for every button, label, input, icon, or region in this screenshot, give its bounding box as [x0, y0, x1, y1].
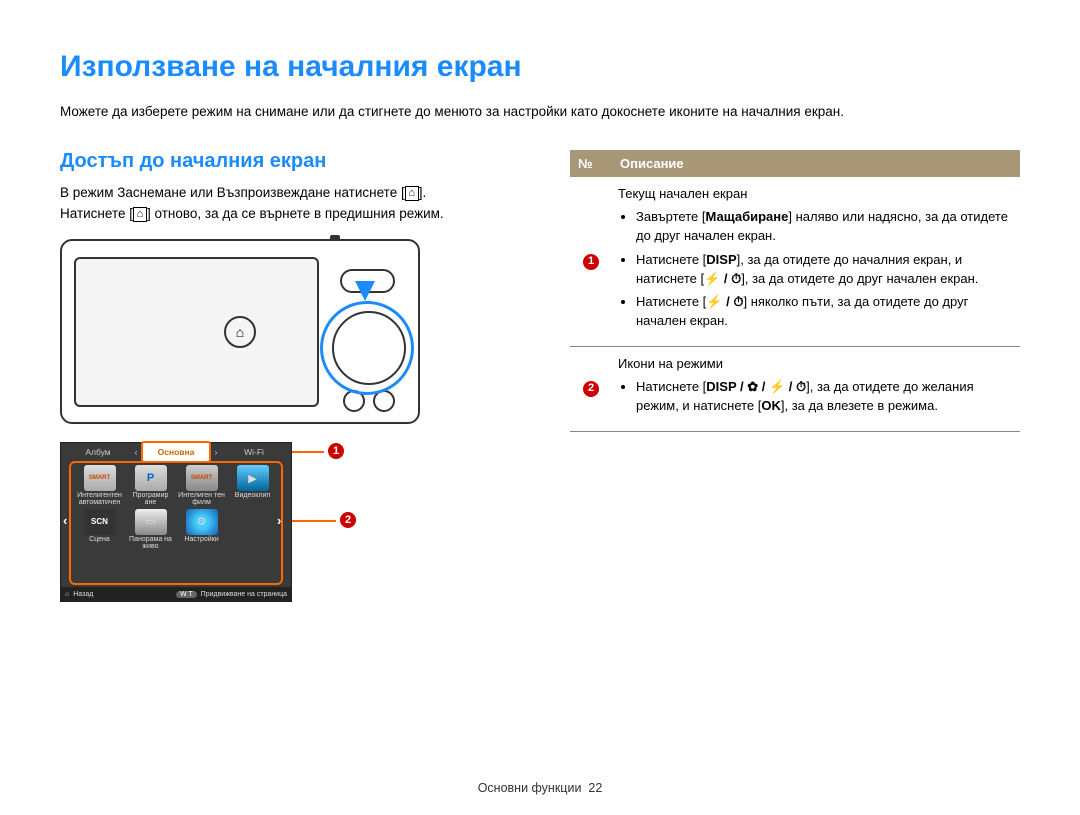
list-item: Натиснете [DISP], за да отидете до начал… — [636, 251, 1014, 289]
key-icons: ⚡ / ⏱ — [704, 271, 741, 286]
mode-panorama: ▭Панорама на живо — [126, 509, 175, 551]
mini-tabs: Албум ‹ Основна › Wi-Fi — [61, 443, 291, 461]
mode-scene: SCNСцена — [75, 509, 124, 551]
text: ], за да отидете до друг начален екран. — [741, 271, 978, 286]
callout-line — [292, 451, 324, 453]
table-row: 2 Икони на режими Натиснете [DISP / ✿ / … — [570, 347, 1020, 432]
highlight-circle — [320, 301, 414, 395]
callout-line — [292, 520, 336, 522]
footer-scroll-label: Придвижване на страница — [201, 591, 287, 598]
key-ok: OK — [761, 398, 781, 413]
list-item: Завъртете [Мащабиране] наляво или надясн… — [636, 208, 1014, 246]
text: Завъртете [ — [636, 209, 706, 224]
nav-right-icon: › — [277, 513, 289, 528]
page-title: Използване на началния екран — [60, 50, 1020, 84]
tab-wifi: Wi-Fi — [221, 443, 287, 461]
key-disp-combo: DISP / ✿ / ⚡ / ⏱ — [706, 379, 806, 394]
description-table: № Описание 1 Текущ начален екран Завърте… — [570, 150, 1020, 431]
panorama-icon: ▭ — [135, 509, 167, 535]
table-row: 1 Текущ начален екран Завъртете [Мащабир… — [570, 177, 1020, 346]
body-l2b: ] отново, за да се върнете в предишния р… — [147, 206, 444, 221]
section-title: Достъп до началния екран — [60, 150, 530, 173]
callout-marker-1: 1 — [328, 443, 344, 459]
home-icon: ⌂ — [405, 186, 419, 201]
body-l1a: В режим Заснемане или Възпроизвеждане на… — [60, 185, 405, 200]
mode-program: PПрограмир ане — [126, 465, 175, 507]
page-footer: Основни функции 22 — [0, 781, 1080, 795]
zoom-badge: W T — [176, 591, 197, 598]
camera-icon: SMART — [84, 465, 116, 491]
key-zoom: Мащабиране — [706, 209, 789, 224]
camera-illustration: ⌂ — [60, 239, 420, 424]
row-title: Икони на режими — [618, 356, 723, 371]
home-icon: ⌂ — [65, 591, 69, 598]
gear-icon: ⚙ — [186, 509, 218, 535]
text: Натиснете [ — [636, 252, 706, 267]
row-title: Текущ начален екран — [618, 186, 747, 201]
content-columns: Достъп до началния екран В режим Заснема… — [60, 150, 1020, 602]
list-item: Натиснете [DISP / ✿ / ⚡ / ⏱], за да отид… — [636, 378, 1014, 416]
mode-label: Сцена — [75, 536, 124, 550]
left-column: Достъп до началния екран В режим Заснема… — [60, 150, 530, 602]
mode-video: ▶Видеоклип — [228, 465, 277, 507]
row-desc-cell: Текущ начален екран Завъртете [Мащабиран… — [612, 177, 1020, 346]
footer-page-number: 22 — [588, 781, 602, 795]
camera-icon: P — [135, 465, 167, 491]
marker-2: 2 — [583, 381, 599, 397]
down-arrow-icon — [355, 281, 375, 301]
home-icon: ⌂ — [133, 207, 147, 222]
footer-section: Основни функции — [478, 781, 582, 795]
tab-album: Албум — [65, 443, 131, 461]
body-l1b: ]. — [419, 185, 427, 200]
mode-label: Панорама на живо — [126, 536, 175, 551]
row-desc-cell: Икони на режими Натиснете [DISP / ✿ / ⚡ … — [612, 347, 1020, 432]
mode-grid: SMARTИнтелигентен автоматичен PПрограмир… — [61, 461, 291, 552]
mode-label: Видеоклип — [228, 492, 277, 506]
text: Натиснете [ — [636, 379, 706, 394]
film-icon: SMART — [186, 465, 218, 491]
mode-label: Интелиген тен филм — [177, 492, 226, 507]
mode-smart-movie: SMARTИнтелиген тен филм — [177, 465, 226, 507]
text: Натиснете [ — [636, 294, 706, 309]
list-item: Натиснете [⚡ / ⏱] няколко пъти, за да от… — [636, 293, 1014, 331]
home-screen-screenshot: Албум ‹ Основна › Wi-Fi SMARTИнтелигенте… — [60, 442, 350, 602]
marker-1: 1 — [583, 254, 599, 270]
chevron-left-icon: ‹ — [131, 443, 141, 461]
mini-footer: ⌂ Назад W T Придвижване на страница — [61, 587, 291, 601]
chevron-right-icon: › — [211, 443, 221, 461]
callout-marker-2: 2 — [340, 512, 356, 528]
nav-left-icon: ‹ — [63, 513, 75, 528]
text: ], за да влезете в режима. — [781, 398, 938, 413]
mode-smart-auto: SMARTИнтелигентен автоматичен — [75, 465, 124, 507]
row-number-cell: 1 — [570, 177, 612, 346]
page-intro: Можете да изберете режим на снимане или … — [60, 102, 1020, 122]
th-description: Описание — [612, 150, 1020, 177]
right-column: № Описание 1 Текущ начален екран Завърте… — [570, 150, 1020, 602]
camera-screen — [74, 257, 319, 407]
row-number-cell: 2 — [570, 347, 612, 432]
tab-main: Основна — [141, 441, 211, 463]
video-icon: ▶ — [237, 465, 269, 491]
mode-settings: ⚙Настройки — [177, 509, 226, 551]
mini-screen: Албум ‹ Основна › Wi-Fi SMARTИнтелигенте… — [60, 442, 292, 602]
th-number: № — [570, 150, 612, 177]
section-body: В режим Заснемане или Възпроизвеждане на… — [60, 183, 530, 225]
mode-label: Програмир ане — [126, 492, 175, 507]
camera-home-button: ⌂ — [224, 316, 256, 348]
footer-back-label: Назад — [73, 591, 93, 598]
mode-label: Настройки — [177, 536, 226, 550]
mode-label: Интелигентен автоматичен — [75, 492, 124, 507]
body-l2a: Натиснете [ — [60, 206, 133, 221]
key-disp: DISP — [706, 252, 736, 267]
key-icons: ⚡ / ⏱ — [706, 294, 743, 309]
scene-icon: SCN — [84, 509, 116, 535]
camera-lamp — [330, 235, 340, 241]
